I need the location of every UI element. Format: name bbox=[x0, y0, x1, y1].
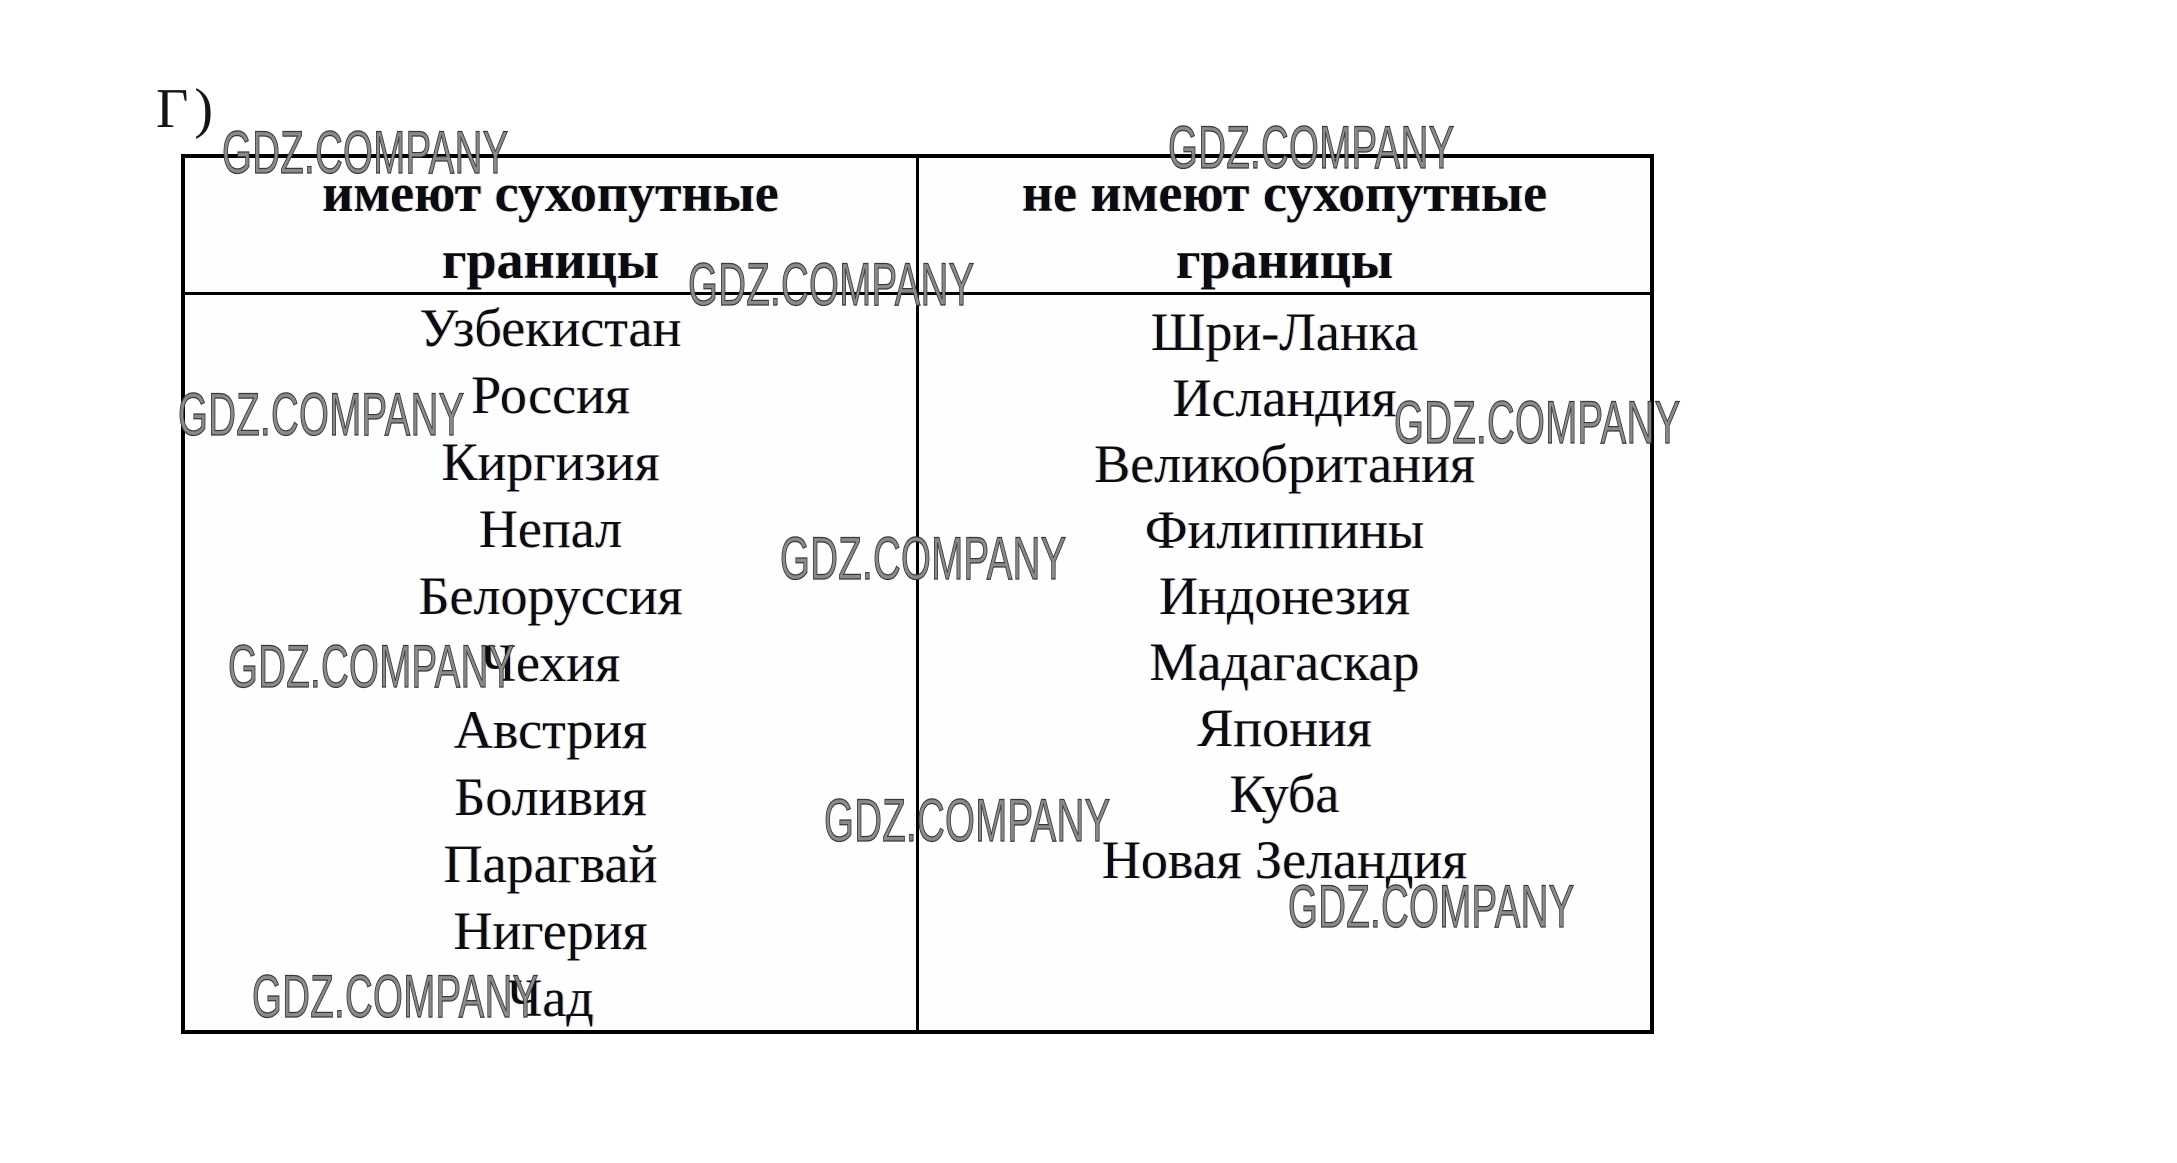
header-line-2: границы bbox=[441, 230, 660, 290]
country-item: Чехия bbox=[480, 633, 621, 693]
header-line-1: имеют сухопутные bbox=[322, 163, 779, 223]
header-line-1: не имеют сухопутные bbox=[1021, 163, 1548, 223]
country-item: Узбекистан bbox=[419, 298, 682, 358]
country-item: Австрия bbox=[453, 700, 648, 760]
country-item: Боливия bbox=[454, 767, 647, 827]
column-no-land-borders: не имеют сухопутные границы Шри-Ланка Исл… bbox=[919, 158, 1650, 1032]
country-item: Великобритания bbox=[1094, 434, 1475, 494]
section-label: Г) bbox=[156, 78, 220, 140]
country-item: Белоруссия bbox=[418, 566, 683, 626]
countries-table: имеют сухопутные границы Узбекистан Росси… bbox=[181, 154, 1654, 1034]
country-item: Исландия bbox=[1172, 368, 1397, 428]
country-item: Новая Зеландия bbox=[1101, 830, 1468, 890]
country-item: Россия bbox=[471, 365, 630, 425]
column-have-land-borders: имеют сухопутные границы Узбекистан Росси… bbox=[185, 158, 919, 1032]
country-item: Непал bbox=[478, 499, 623, 559]
country-item: Шри-Ланка bbox=[1150, 302, 1419, 362]
header-line-2: границы bbox=[1175, 230, 1394, 290]
country-item: Мадагаскар bbox=[1149, 632, 1420, 692]
column-header-no-borders: не имеют сухопутные границы bbox=[919, 158, 1650, 295]
country-item: Филиппины bbox=[1144, 500, 1425, 560]
country-list-no-borders: Шри-Ланка Исландия Великобритания Филиппины… bbox=[919, 295, 1650, 1032]
country-item: Нигерия bbox=[453, 901, 648, 961]
country-item: Куба bbox=[1229, 764, 1340, 824]
country-item: Парагвай bbox=[443, 834, 658, 894]
country-list-have-borders: Узбекистан Россия Киргизия Непал Белоруссия Ч… bbox=[185, 295, 916, 1032]
country-item: Киргизия bbox=[441, 432, 660, 492]
country-item: Чад bbox=[507, 968, 594, 1028]
column-header-have-borders: имеют сухопутные границы bbox=[185, 158, 916, 295]
country-item: Индонезия bbox=[1159, 566, 1410, 626]
country-item: Япония bbox=[1197, 698, 1372, 758]
